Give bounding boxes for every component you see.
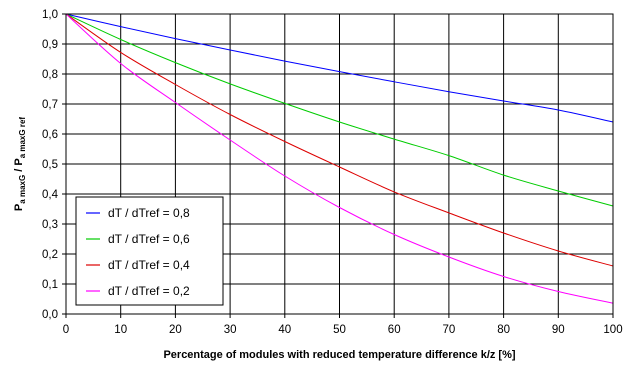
series-line-1 xyxy=(65,13,614,123)
legend-box xyxy=(75,196,224,306)
y-axis-title-denominator: P xyxy=(13,158,25,165)
x-tick-labels: 0 10 20 30 40 50 60 70 80 90 100 xyxy=(63,324,623,336)
x-tick-label: 10 xyxy=(114,324,127,336)
y-axis-title: Pa maxG / Pa maxG ref xyxy=(13,117,27,211)
plot-frame xyxy=(65,13,614,315)
y-tick-label: 0,5 xyxy=(42,159,58,171)
x-axis-title: Percentage of modules with reduced tempe… xyxy=(163,349,515,361)
x-tick-label: 40 xyxy=(278,324,291,336)
x-tick-label: 60 xyxy=(388,324,401,336)
x-tick-label: 70 xyxy=(443,324,456,336)
y-tick-label: 0,1 xyxy=(42,279,58,291)
series-line-4 xyxy=(65,13,614,304)
x-tick-label: 100 xyxy=(603,324,622,336)
y-axis-title-numerator: P xyxy=(13,204,25,211)
legend-label-3: dT / dTref = 0,4 xyxy=(108,258,190,272)
y-tick-label: 0,6 xyxy=(42,129,58,141)
y-tick-label: 0,8 xyxy=(42,69,58,81)
x-tick-label: 20 xyxy=(169,324,182,336)
legend-items: dT / dTref = 0,8 dT / dTref = 0,6 dT / dTr… xyxy=(86,206,190,298)
y-tick-label: 0,7 xyxy=(42,99,58,111)
y-tick-label: 0,4 xyxy=(42,189,59,201)
y-axis-title-separator: / xyxy=(13,166,25,175)
y-tick-label: 0,2 xyxy=(42,249,58,261)
legend-label-2: dT / dTref = 0,6 xyxy=(108,232,190,246)
y-tick-label: 0,3 xyxy=(42,219,58,231)
x-tick-label: 90 xyxy=(552,324,565,336)
series-line-2 xyxy=(65,13,614,207)
legend: dT / dTref = 0,8 dT / dTref = 0,6 dT / dTr… xyxy=(75,196,224,306)
y-tick-label: 1,0 xyxy=(42,9,58,21)
legend-label-1: dT / dTref = 0,8 xyxy=(108,206,190,220)
series-line-3 xyxy=(65,13,614,267)
y-tick-label: 0,9 xyxy=(42,39,58,51)
y-axis-title-numerator-sub: a maxG xyxy=(18,175,27,204)
y-tick-labels: 0,0 0,1 0,2 0,3 0,4 0,5 0,6 0,7 0,8 0,9 1,0 xyxy=(42,9,59,321)
series-lines xyxy=(65,13,614,304)
x-tick-label: 0 xyxy=(63,324,69,336)
x-tick-label: 30 xyxy=(224,324,237,336)
y-tick-label: 0,0 xyxy=(42,309,58,321)
legend-label-4: dT / dTref = 0,2 xyxy=(108,284,190,298)
x-tick-label: 80 xyxy=(497,324,510,336)
y-axis-title-denominator-sub: a maxG ref xyxy=(18,117,27,159)
x-tick-label: 50 xyxy=(333,324,346,336)
